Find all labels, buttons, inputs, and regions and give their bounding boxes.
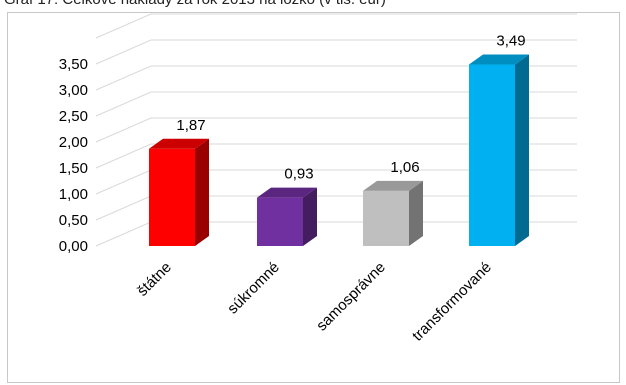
- data-label: 3,49: [496, 33, 525, 50]
- y-tick-label: 0,00: [59, 238, 88, 255]
- bar-top: [149, 138, 209, 149]
- bar-front: [363, 190, 409, 246]
- x-tick-label: súkromné: [224, 259, 283, 318]
- x-tick-label: samosprávne: [313, 259, 389, 335]
- bar-side: [303, 187, 317, 246]
- chart-frame: [7, 12, 620, 383]
- data-label: 0,93: [284, 166, 313, 183]
- bar-top: [469, 54, 529, 65]
- bar-samosprávne: [363, 180, 423, 246]
- gridline: [95, 39, 577, 65]
- gridline: [95, 65, 577, 91]
- y-tick-label: 0,50: [59, 212, 88, 229]
- y-tick-label: 3,00: [59, 82, 88, 99]
- bar-front: [149, 148, 195, 246]
- y-tick-label: 2,00: [59, 134, 88, 151]
- x-axis-labels: štátne súkromné samosprávne transformované: [134, 259, 495, 345]
- bar-front: [257, 197, 303, 246]
- bar-side: [409, 180, 423, 246]
- gridline: [95, 143, 577, 169]
- data-label: 1,06: [390, 159, 419, 176]
- y-axis: 0,00 0,50 1,00 1,50 2,00 2,50 3,00 3,50: [59, 56, 88, 255]
- bar-top: [257, 187, 317, 198]
- x-tick-label: transformované: [409, 259, 495, 345]
- gridline: [95, 117, 577, 143]
- y-tick-label: 3,50: [59, 56, 88, 73]
- bar-side: [515, 54, 529, 246]
- y-tick-label: 1,50: [59, 160, 88, 177]
- data-label: 1,87: [176, 117, 205, 134]
- gridline: [95, 13, 577, 39]
- bar-transformované: [469, 54, 529, 247]
- bar-štátne: [149, 138, 209, 246]
- bar-súkromné: [257, 187, 317, 246]
- x-tick-label: štátne: [134, 259, 175, 300]
- y-tick-label: 2,50: [59, 108, 88, 125]
- data-labels: 1,87 0,93 1,06 3,49: [176, 33, 525, 183]
- y-tick-label: 1,00: [59, 186, 88, 203]
- bar-side: [195, 138, 209, 246]
- bar-front: [469, 64, 515, 247]
- chart-title: Graf 17: Celkové náklady za rok 2013 na …: [4, 0, 386, 8]
- bar-top: [363, 180, 423, 191]
- bars: [149, 54, 529, 247]
- gridline: [95, 91, 577, 117]
